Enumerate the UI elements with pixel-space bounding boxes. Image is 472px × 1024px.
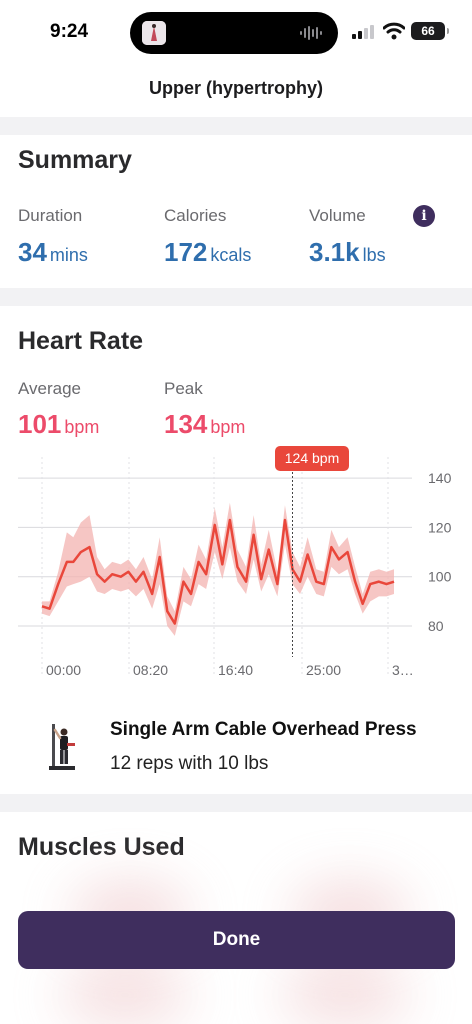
average-unit: bpm [64, 417, 100, 437]
calories-label: Calories [164, 206, 227, 225]
muscle-figure-front-lower [60, 965, 190, 1024]
cellular-signal-icon [352, 25, 374, 39]
peak-label: Peak [164, 379, 203, 398]
done-button[interactable]: Done [18, 911, 455, 969]
exercise-name: Single Arm Cable Overhead Press [110, 719, 417, 740]
dynamic-island[interactable] [130, 12, 338, 54]
duration-label: Duration [18, 206, 83, 225]
exercise-detail: 12 reps with 10 lbs [110, 753, 269, 774]
volume-label: Volume [309, 206, 366, 225]
x-tick-label: 00:00 [46, 662, 81, 678]
x-tick-label: 08:20 [133, 662, 168, 678]
calories-number: 172 [164, 237, 208, 267]
duration-number: 34 [18, 237, 47, 267]
duration-unit: mins [49, 245, 88, 265]
status-bar: 9:24 66 [0, 0, 472, 64]
heart-rate-band [42, 502, 394, 636]
audio-wave-icon [300, 26, 322, 40]
muscles-title: Muscles Used [18, 833, 185, 861]
page-title: Upper (hypertrophy) [148, 78, 323, 98]
volume-value: 3.1k lbs [309, 237, 386, 268]
y-tick-label: 140 [428, 470, 452, 486]
muscle-figure-back-lower [280, 965, 410, 1024]
calories-unit: kcals [210, 245, 252, 265]
now-playing-thumbnail [142, 21, 166, 45]
average-number: 101 [18, 409, 62, 439]
heart-rate-chart[interactable]: 80 100 120 140 00:00 08:20 16:40 25:00 3… [0, 445, 472, 690]
heart-rate-line [41, 518, 395, 625]
chart-tooltip: 124 bpm [275, 446, 349, 471]
section-divider [0, 794, 472, 812]
average-value: 101 bpm [18, 409, 99, 440]
x-tick-label: 3… [392, 662, 414, 678]
section-divider [0, 288, 472, 306]
battery-indicator: 66 [411, 22, 449, 40]
exercise-thumbnail[interactable] [44, 722, 80, 772]
status-time: 9:24 [50, 21, 89, 42]
y-tick-label: 100 [428, 569, 452, 585]
section-divider [0, 117, 472, 135]
x-tick-label: 25:00 [306, 662, 341, 678]
peak-unit: bpm [210, 417, 246, 437]
average-label: Average [18, 379, 82, 398]
peak-value: 134 bpm [164, 409, 245, 440]
summary-title: Summary [18, 146, 132, 174]
x-tick-label: 16:40 [218, 662, 253, 678]
y-tick-label: 120 [428, 519, 452, 535]
calories-value: 172 kcals [164, 237, 251, 268]
wifi-icon [383, 22, 405, 40]
info-icon[interactable]: i [413, 205, 435, 227]
heart-rate-title: Heart Rate [18, 327, 144, 355]
duration-value: 34 mins [18, 237, 88, 268]
volume-number: 3.1k [309, 237, 360, 267]
y-tick-label: 80 [428, 618, 444, 634]
peak-number: 134 [164, 409, 208, 439]
volume-unit: lbs [362, 245, 386, 265]
